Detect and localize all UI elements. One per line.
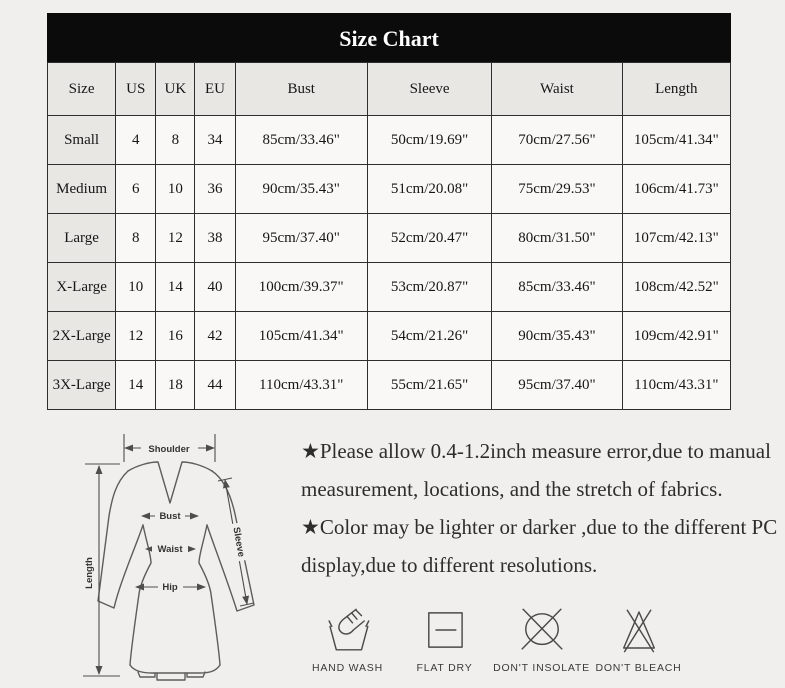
- size-value-cell: 6: [115, 164, 157, 214]
- size-value-cell: 107cm/42.13": [621, 213, 732, 263]
- dress-measurement-diagram: Shoulder Bust Waist Hip Length Sleeve: [83, 434, 255, 681]
- size-value-cell: 110cm/43.31": [621, 360, 732, 410]
- size-table-body: Small 4 8 34 85cm/33.46" 50cm/19.69" 70cm/27.5…: [46, 115, 732, 410]
- size-label-cell: 3X-Large: [46, 360, 117, 410]
- table-row: 2X-Large 12 16 42 105cm/41.34" 54cm/21.26" 90c…: [46, 311, 732, 361]
- dimension-labels: Shoulder Bust Waist Hip Length Sleeve: [84, 441, 252, 593]
- size-value-cell: 14: [115, 360, 157, 410]
- size-label-cell: X-Large: [46, 262, 117, 312]
- waist-label: Waist: [158, 544, 184, 555]
- size-label-cell: Small: [46, 115, 117, 165]
- size-value-cell: 54cm/21.26": [366, 311, 493, 361]
- column-header: US: [115, 62, 157, 116]
- size-value-cell: 10: [115, 262, 157, 312]
- size-value-cell: 75cm/29.53": [491, 164, 623, 214]
- size-value-cell: 52cm/20.47": [366, 213, 493, 263]
- size-chart-title: Size Chart: [47, 13, 731, 62]
- dont-insolate-icon: [520, 608, 563, 650]
- size-value-cell: 8: [155, 115, 196, 165]
- size-value-cell: 40: [194, 262, 236, 312]
- size-value-cell: 18: [155, 360, 196, 410]
- column-header: UK: [155, 62, 196, 116]
- size-value-cell: 80cm/31.50": [491, 213, 623, 263]
- care-item-flat-dry: FLAT DRY: [396, 604, 493, 674]
- care-instructions: HAND WASH FLAT DRY DON'T INSOLATE D: [299, 604, 687, 674]
- table-row: 3X-Large 14 18 44 110cm/43.31" 55cm/21.65" 95c…: [46, 360, 732, 410]
- dont-bleach-icon: [622, 609, 655, 653]
- size-value-cell: 12: [155, 213, 196, 263]
- care-label: DON'T BLEACH: [595, 662, 682, 674]
- size-value-cell: 100cm/39.37": [234, 262, 368, 312]
- size-value-cell: 42: [194, 311, 236, 361]
- column-header: Size: [46, 62, 117, 116]
- dress-outline: [97, 461, 255, 681]
- flat-dry-icon: [427, 612, 463, 648]
- size-chart-table: Size US UK EU Bust Sleeve Waist Length Small 4 8 3…: [46, 62, 732, 410]
- table-row: X-Large 10 14 40 100cm/39.37" 53cm/20.87" 85cm…: [46, 262, 732, 312]
- hand-wash-icon: [327, 608, 369, 651]
- table-row: Large 8 12 38 95cm/37.40" 52cm/20.47" 80cm/31.…: [46, 213, 732, 263]
- size-value-cell: 90cm/35.43": [491, 311, 623, 361]
- size-value-cell: 12: [115, 311, 157, 361]
- size-value-cell: 110cm/43.31": [234, 360, 368, 410]
- care-label: HAND WASH: [312, 662, 383, 674]
- size-value-cell: 8: [115, 213, 157, 263]
- size-value-cell: 109cm/42.91": [621, 311, 732, 361]
- size-value-cell: 53cm/20.87": [366, 262, 493, 312]
- size-value-cell: 44: [194, 360, 236, 410]
- size-value-cell: 34: [194, 115, 236, 165]
- size-value-cell: 95cm/37.40": [491, 360, 623, 410]
- note-color-difference: ★Color may be lighter or darker ,due to …: [301, 515, 778, 577]
- size-value-cell: 51cm/20.08": [366, 164, 493, 214]
- size-value-cell: 106cm/41.73": [621, 164, 732, 214]
- column-header: EU: [194, 62, 236, 116]
- size-value-cell: 108cm/42.52": [621, 262, 732, 312]
- size-value-cell: 85cm/33.46": [234, 115, 368, 165]
- care-item-dont-bleach: DON'T BLEACH: [590, 604, 687, 674]
- size-label-cell: 2X-Large: [46, 311, 117, 361]
- size-value-cell: 4: [115, 115, 157, 165]
- column-header: Bust: [234, 62, 368, 116]
- size-value-cell: 36: [194, 164, 236, 214]
- shoulder-label: Shoulder: [148, 444, 189, 455]
- column-header: Length: [621, 62, 732, 116]
- measurement-notes: ★Please allow 0.4-1.2inch measure error,…: [301, 432, 783, 584]
- column-header: Sleeve: [366, 62, 493, 116]
- size-value-cell: 55cm/21.65": [366, 360, 493, 410]
- hip-label: Hip: [162, 582, 178, 593]
- note-measure-error: ★Please allow 0.4-1.2inch measure error,…: [301, 439, 771, 501]
- size-value-cell: 70cm/27.56": [491, 115, 623, 165]
- size-value-cell: 105cm/41.34": [234, 311, 368, 361]
- header-row: Size US UK EU Bust Sleeve Waist Length: [46, 62, 732, 116]
- sleeve-label: Sleeve: [230, 526, 246, 558]
- size-label-cell: Large: [46, 213, 117, 263]
- size-value-cell: 105cm/41.34": [621, 115, 732, 165]
- size-value-cell: 10: [155, 164, 196, 214]
- care-item-dont-insolate: DON'T INSOLATE: [493, 604, 590, 674]
- size-value-cell: 16: [155, 311, 196, 361]
- size-value-cell: 85cm/33.46": [491, 262, 623, 312]
- bust-label: Bust: [159, 511, 181, 522]
- size-chart-section: Size Chart Size US UK EU Bust Sleeve Waist Leng…: [46, 13, 732, 410]
- size-label-cell: Medium: [46, 164, 117, 214]
- care-label: DON'T INSOLATE: [493, 662, 590, 674]
- table-row: Medium 6 10 36 90cm/35.43" 51cm/20.08" 75cm/29…: [46, 164, 732, 214]
- care-item-hand-wash: HAND WASH: [299, 604, 396, 674]
- table-row: Small 4 8 34 85cm/33.46" 50cm/19.69" 70cm/27.5…: [46, 115, 732, 165]
- length-label: Length: [84, 557, 95, 589]
- column-header: Waist: [491, 62, 623, 116]
- size-value-cell: 14: [155, 262, 196, 312]
- care-label: FLAT DRY: [416, 662, 473, 674]
- size-value-cell: 50cm/19.69": [366, 115, 493, 165]
- size-value-cell: 90cm/35.43": [234, 164, 368, 214]
- size-value-cell: 95cm/37.40": [234, 213, 368, 263]
- size-value-cell: 38: [194, 213, 236, 263]
